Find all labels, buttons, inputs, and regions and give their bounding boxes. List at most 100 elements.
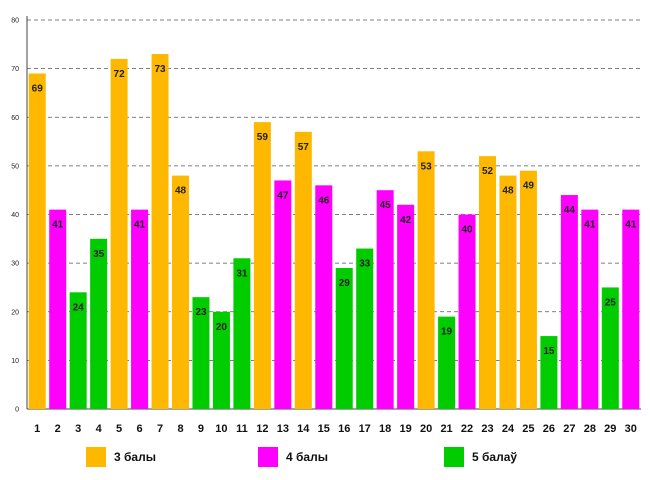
legend-item-3: 3 балы bbox=[86, 445, 156, 469]
bar-4 bbox=[90, 238, 108, 409]
y-tick-label: 10 bbox=[11, 358, 19, 365]
data-label-14: 57 bbox=[298, 142, 310, 153]
data-label-24: 48 bbox=[502, 186, 514, 197]
x-tick-label-13: 13 bbox=[277, 423, 289, 435]
x-tick-label-8: 8 bbox=[177, 423, 183, 435]
legend-label-3: 3 балы bbox=[114, 450, 156, 464]
legend-item-4: 4 балы bbox=[258, 445, 328, 469]
data-label-5: 72 bbox=[114, 69, 126, 80]
legend-label-5: 5 балаў bbox=[472, 450, 518, 464]
x-tick-label-9: 9 bbox=[198, 423, 204, 435]
bar-19 bbox=[397, 204, 415, 409]
data-label-8: 48 bbox=[175, 186, 187, 197]
bar-14 bbox=[294, 131, 312, 409]
y-tick-label: 70 bbox=[11, 66, 19, 73]
bar-3 bbox=[69, 292, 87, 409]
bar-30 bbox=[622, 209, 640, 409]
data-label-25: 49 bbox=[523, 181, 535, 192]
x-tick-label-6: 6 bbox=[137, 423, 143, 435]
data-label-4: 35 bbox=[93, 249, 105, 260]
data-label-12: 59 bbox=[257, 132, 269, 143]
bar-11 bbox=[233, 258, 251, 409]
data-label-26: 15 bbox=[543, 346, 555, 357]
data-label-28: 41 bbox=[584, 220, 596, 231]
data-label-3: 24 bbox=[73, 302, 85, 313]
data-label-16: 29 bbox=[339, 278, 351, 289]
bar-2 bbox=[49, 209, 67, 409]
data-label-23: 52 bbox=[482, 166, 494, 177]
y-tick-label: 80 bbox=[11, 18, 19, 25]
bar-28 bbox=[581, 209, 599, 409]
bar-13 bbox=[274, 180, 292, 409]
data-label-6: 41 bbox=[134, 220, 146, 231]
bar-27 bbox=[560, 195, 578, 409]
bar-17 bbox=[356, 248, 374, 409]
x-tick-label-7: 7 bbox=[157, 423, 163, 435]
bar-7 bbox=[151, 54, 169, 409]
x-tick-label-18: 18 bbox=[379, 423, 391, 435]
bar-9 bbox=[192, 297, 210, 409]
bar-16 bbox=[335, 267, 353, 409]
x-tick-label-16: 16 bbox=[338, 423, 350, 435]
data-label-15: 46 bbox=[318, 195, 330, 206]
x-tick-label-29: 29 bbox=[604, 423, 616, 435]
bar-21 bbox=[438, 316, 456, 409]
x-tick-label-26: 26 bbox=[543, 423, 555, 435]
x-tick-label-27: 27 bbox=[563, 423, 575, 435]
data-label-11: 31 bbox=[236, 268, 248, 279]
data-label-30: 41 bbox=[625, 220, 637, 231]
x-tick-label-5: 5 bbox=[116, 423, 122, 435]
x-tick-label-1: 1 bbox=[34, 423, 40, 435]
bar-25 bbox=[519, 170, 537, 409]
legend-item-5: 5 балаў bbox=[444, 445, 517, 469]
bar-24 bbox=[499, 175, 517, 409]
y-tick-label: 50 bbox=[11, 163, 19, 170]
x-tick-label-21: 21 bbox=[440, 423, 452, 435]
y-tick-label: 20 bbox=[11, 309, 19, 316]
x-tick-label-12: 12 bbox=[256, 423, 268, 435]
legend-swatch-4 bbox=[258, 447, 278, 467]
data-label-20: 53 bbox=[421, 161, 433, 172]
x-tick-label-11: 11 bbox=[236, 423, 248, 435]
data-label-2: 41 bbox=[52, 220, 64, 231]
y-tick-label: 60 bbox=[11, 115, 19, 122]
bar-22 bbox=[458, 214, 476, 409]
x-tick-label-4: 4 bbox=[96, 423, 103, 435]
x-tick-label-23: 23 bbox=[481, 423, 493, 435]
data-label-1: 69 bbox=[32, 83, 44, 94]
bar-8 bbox=[172, 175, 189, 409]
bar-5 bbox=[110, 58, 128, 410]
data-label-29: 25 bbox=[605, 297, 617, 308]
x-tick-label-20: 20 bbox=[420, 423, 432, 435]
data-label-10: 20 bbox=[216, 322, 228, 333]
x-tick-label-10: 10 bbox=[215, 423, 227, 435]
x-tick-label-30: 30 bbox=[625, 423, 637, 435]
bar-26 bbox=[540, 336, 558, 409]
bars bbox=[28, 54, 640, 410]
y-tick-label: 30 bbox=[11, 261, 19, 268]
x-tick-label-17: 17 bbox=[359, 423, 371, 435]
bar-18 bbox=[376, 190, 394, 409]
data-label-9: 23 bbox=[195, 307, 207, 318]
data-label-21: 19 bbox=[441, 327, 453, 338]
y-tick-label: 40 bbox=[11, 212, 19, 219]
bar-20 bbox=[417, 151, 435, 409]
data-label-7: 73 bbox=[154, 64, 166, 75]
x-tick-label-24: 24 bbox=[502, 423, 515, 435]
legend-swatch-3 bbox=[86, 447, 106, 467]
x-tick-label-14: 14 bbox=[297, 423, 310, 435]
data-label-27: 44 bbox=[564, 205, 576, 216]
data-label-22: 40 bbox=[461, 225, 473, 236]
data-label-13: 47 bbox=[277, 190, 289, 201]
legend-label-4: 4 балы bbox=[286, 450, 328, 464]
x-tick-label-3: 3 bbox=[75, 423, 81, 435]
x-tick-label-22: 22 bbox=[461, 423, 473, 435]
x-tick-label-28: 28 bbox=[584, 423, 596, 435]
bar-1 bbox=[28, 73, 46, 410]
x-tick-label-25: 25 bbox=[522, 423, 534, 435]
data-labels: 69 41 24 35 72 41 73 48 23 20 31 59 47 57 46 29 33 45 42 53… bbox=[32, 64, 637, 357]
bar-12 bbox=[253, 122, 271, 410]
bar-29 bbox=[601, 287, 619, 409]
